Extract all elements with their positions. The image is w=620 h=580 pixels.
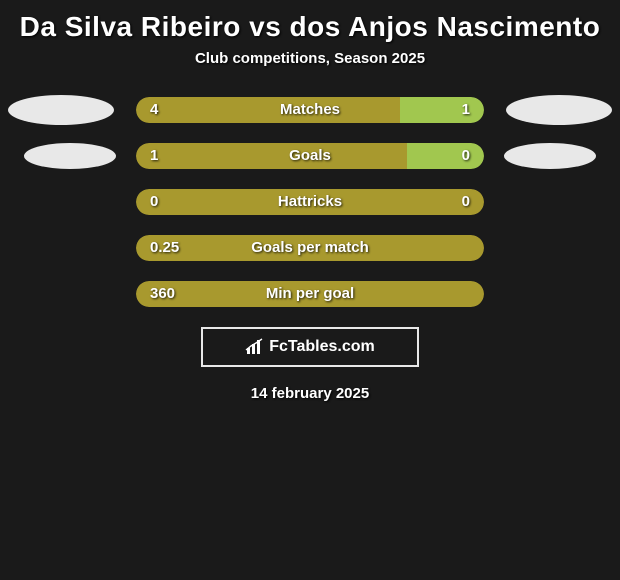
brand-text: FcTables.com <box>269 338 375 356</box>
bar-left <box>136 281 484 307</box>
bar-left <box>136 97 400 123</box>
page-title: Da Silva Ribeiro vs dos Anjos Nascimento <box>0 6 620 50</box>
bar-left <box>136 235 484 261</box>
player-badge-left <box>24 143 116 169</box>
bar-left <box>136 143 407 169</box>
stat-row: Min per goal360 <box>0 281 620 307</box>
player-badge-right <box>506 95 612 125</box>
player-badge-left <box>8 95 114 125</box>
bar-right <box>407 143 484 169</box>
stat-row: Matches41 <box>0 97 620 123</box>
bar-area <box>136 189 484 215</box>
bar-area <box>136 281 484 307</box>
brand-chart-icon <box>245 338 265 356</box>
stat-row: Hattricks00 <box>0 189 620 215</box>
stat-row: Goals10 <box>0 143 620 169</box>
stat-row: Goals per match0.25 <box>0 235 620 261</box>
player-badge-right <box>504 143 596 169</box>
container: Da Silva Ribeiro vs dos Anjos Nascimento… <box>0 0 620 402</box>
page-subtitle: Club competitions, Season 2025 <box>0 50 620 97</box>
stats-rows: Matches41 Goals10 Hattricks00 Goals per mat… <box>0 97 620 307</box>
bar-right <box>400 97 484 123</box>
date-label: 14 february 2025 <box>0 385 620 402</box>
brand-box[interactable]: FcTables.com <box>201 327 419 367</box>
bar-area <box>136 143 484 169</box>
bar-left <box>136 189 484 215</box>
bar-area <box>136 97 484 123</box>
bar-area <box>136 235 484 261</box>
